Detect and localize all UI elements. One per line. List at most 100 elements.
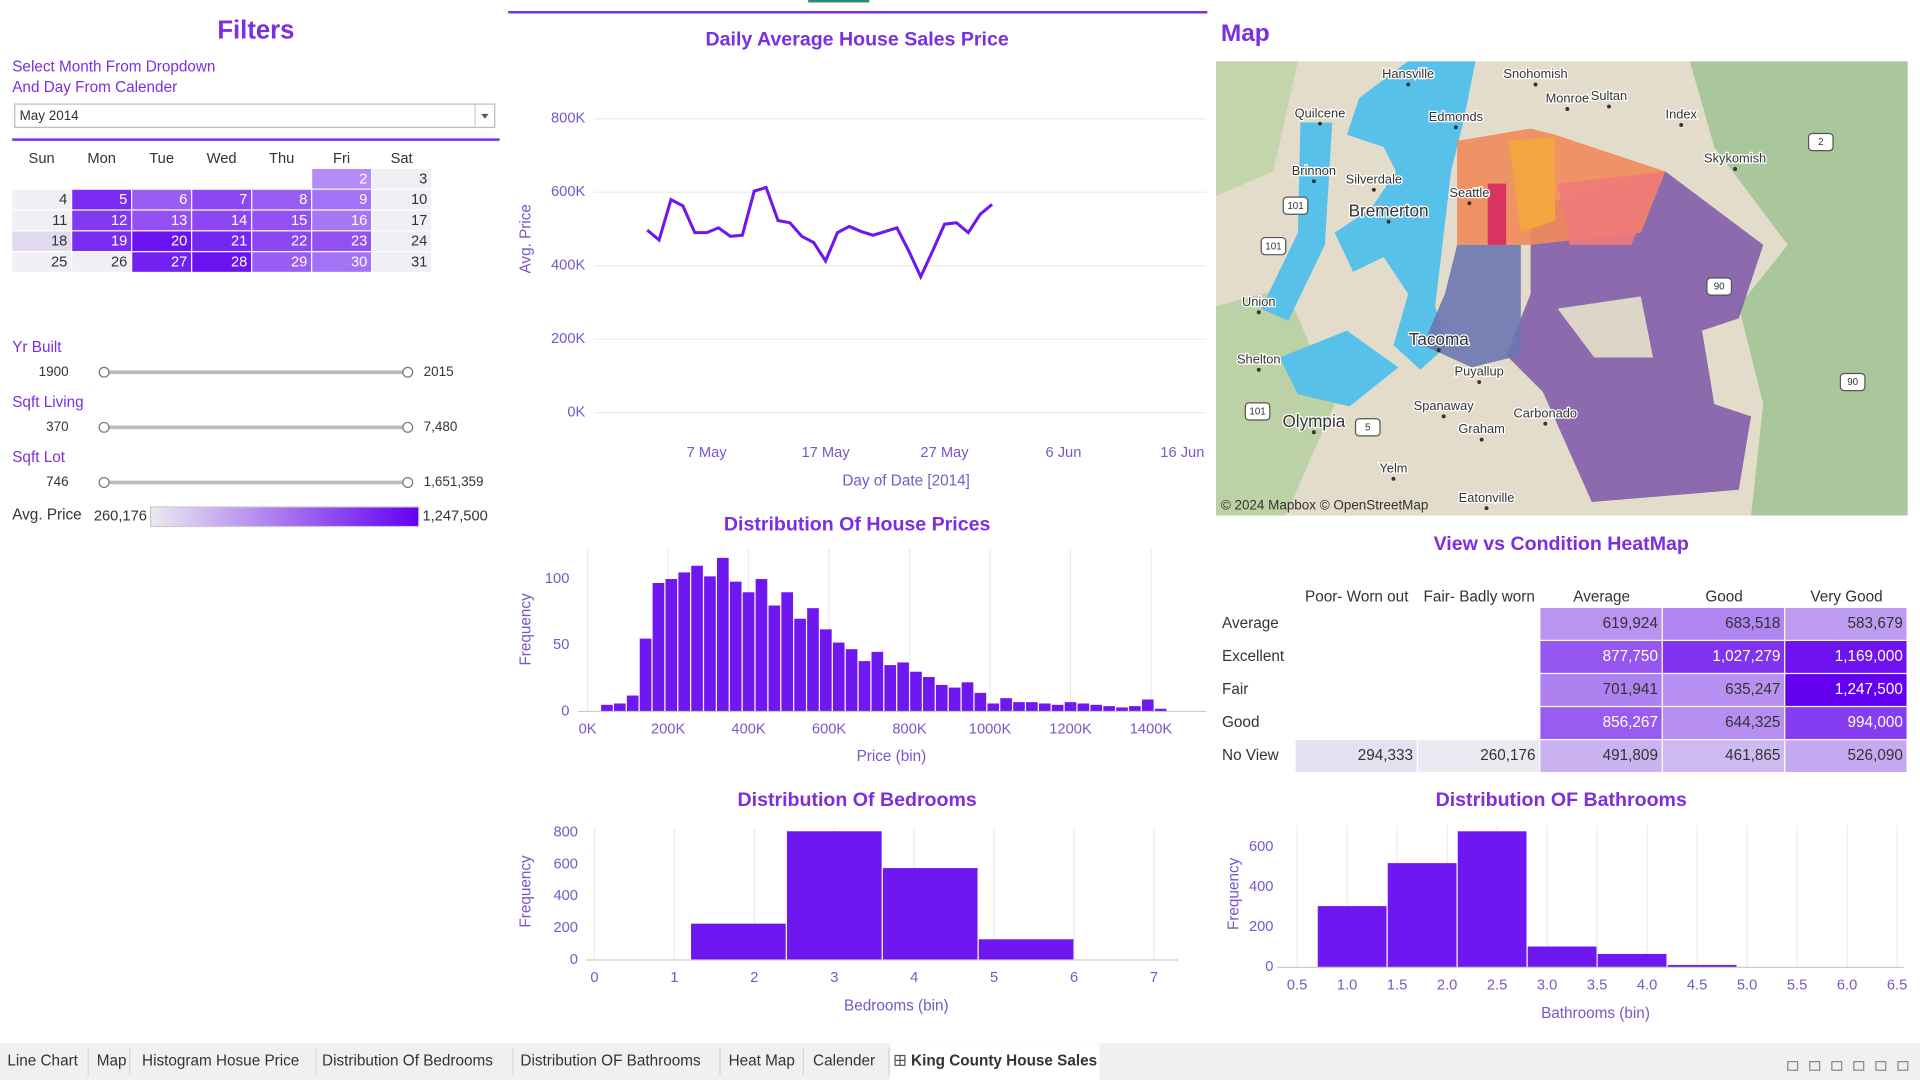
slider-handle[interactable]: [98, 366, 110, 378]
bar[interactable]: [1129, 706, 1141, 712]
slider-handle[interactable]: [98, 421, 110, 433]
bar[interactable]: [652, 582, 665, 712]
bar[interactable]: [613, 703, 626, 712]
calendar-day[interactable]: [252, 210, 312, 231]
tab[interactable]: Map: [97, 1053, 127, 1070]
heat-cell[interactable]: [1662, 707, 1785, 739]
map-region[interactable]: [1557, 171, 1666, 245]
calendar-day[interactable]: [252, 189, 312, 210]
calendar-day[interactable]: [132, 231, 192, 252]
heat-cell[interactable]: [1785, 607, 1907, 640]
calendar-day[interactable]: [372, 210, 432, 231]
bar[interactable]: [704, 576, 716, 712]
tab[interactable]: Calender: [813, 1053, 875, 1070]
calendar-day[interactable]: [192, 231, 252, 252]
calendar-day[interactable]: [12, 252, 72, 272]
dropdown-arrow[interactable]: [481, 113, 489, 119]
toolbar-icon[interactable]: [1809, 1061, 1821, 1071]
calendar-day[interactable]: [372, 252, 432, 272]
slider-handle[interactable]: [98, 476, 110, 488]
bar[interactable]: [897, 662, 909, 712]
calendar-day[interactable]: [12, 189, 72, 210]
bar[interactable]: [1141, 699, 1154, 712]
bar[interactable]: [832, 642, 845, 712]
calendar-day[interactable]: [72, 210, 132, 231]
toolbar-icon[interactable]: [1875, 1061, 1887, 1071]
heat-cell[interactable]: [1785, 740, 1907, 773]
calendar-day[interactable]: [132, 210, 192, 231]
bar[interactable]: [1013, 702, 1025, 712]
bar[interactable]: [626, 695, 639, 712]
bar[interactable]: [601, 704, 613, 712]
tab[interactable]: Distribution OF Bathrooms: [520, 1053, 701, 1070]
calendar-day[interactable]: [372, 231, 432, 252]
bar[interactable]: [1090, 704, 1103, 712]
calendar-day[interactable]: [192, 210, 252, 231]
toolbar-icon[interactable]: [1831, 1061, 1843, 1071]
heat-cell[interactable]: [1785, 641, 1907, 673]
calendar-day[interactable]: [72, 189, 132, 210]
bar[interactable]: [978, 939, 1074, 960]
heat-cell[interactable]: [1662, 674, 1785, 706]
map-region[interactable]: [1508, 137, 1556, 233]
calendar-day[interactable]: [312, 210, 372, 231]
tab[interactable]: Distribution Of Bedrooms: [322, 1053, 493, 1070]
bar[interactable]: [858, 661, 871, 712]
active-tab[interactable]: [890, 1043, 1100, 1080]
heat-cell[interactable]: [1662, 740, 1785, 773]
bar[interactable]: [742, 592, 755, 712]
slider-handle[interactable]: [402, 366, 414, 378]
heat-cell[interactable]: [1540, 740, 1662, 773]
bar[interactable]: [845, 649, 858, 712]
bar[interactable]: [1026, 702, 1038, 712]
calendar-day[interactable]: [132, 252, 192, 272]
heat-cell[interactable]: [1662, 607, 1785, 640]
heat-cell[interactable]: [1540, 674, 1662, 706]
calendar-day[interactable]: [312, 189, 372, 210]
heat-cell[interactable]: [1662, 641, 1785, 673]
map[interactable]: [1215, 61, 1908, 516]
bar[interactable]: [935, 684, 948, 712]
heat-cell[interactable]: [1540, 607, 1662, 640]
bar[interactable]: [665, 579, 678, 712]
bar[interactable]: [1317, 906, 1387, 968]
bar[interactable]: [1103, 706, 1115, 712]
slider-handle[interactable]: [402, 421, 414, 433]
heat-cell[interactable]: [1295, 740, 1417, 773]
bar[interactable]: [923, 677, 935, 712]
slider-handle[interactable]: [402, 476, 414, 488]
bar[interactable]: [1667, 964, 1737, 968]
bar[interactable]: [987, 703, 1000, 712]
bar[interactable]: [961, 682, 974, 712]
tab[interactable]: King County House Sales: [911, 1053, 1097, 1070]
bar[interactable]: [1000, 698, 1012, 712]
calendar-day[interactable]: [252, 231, 312, 252]
map-region[interactable]: [1422, 244, 1521, 368]
calendar-day[interactable]: [12, 231, 72, 252]
calendar-day[interactable]: [312, 231, 372, 252]
bar[interactable]: [678, 572, 691, 712]
bar[interactable]: [691, 565, 703, 712]
bar[interactable]: [948, 687, 961, 712]
tab[interactable]: Histogram Hosue Price: [142, 1053, 299, 1070]
tab[interactable]: Heat Map: [729, 1053, 795, 1070]
bar[interactable]: [729, 581, 742, 712]
bar[interactable]: [781, 592, 794, 712]
bar[interactable]: [1154, 708, 1167, 712]
bar[interactable]: [1064, 702, 1077, 712]
bar[interactable]: [820, 629, 832, 712]
calendar-day[interactable]: [192, 252, 252, 272]
calendar-day[interactable]: [192, 189, 252, 210]
map-region[interactable]: [1557, 296, 1654, 358]
calendar-day[interactable]: [372, 168, 432, 189]
bar[interactable]: [1116, 707, 1128, 712]
calendar-day[interactable]: [312, 252, 372, 272]
calendar-day[interactable]: [252, 252, 312, 272]
bar[interactable]: [1527, 946, 1597, 968]
heat-cell[interactable]: [1785, 707, 1907, 739]
bar[interactable]: [639, 638, 652, 712]
calendar-day[interactable]: [12, 210, 72, 231]
bar[interactable]: [786, 831, 882, 960]
toolbar-icon[interactable]: [1853, 1061, 1865, 1071]
map-region[interactable]: [1487, 183, 1507, 245]
